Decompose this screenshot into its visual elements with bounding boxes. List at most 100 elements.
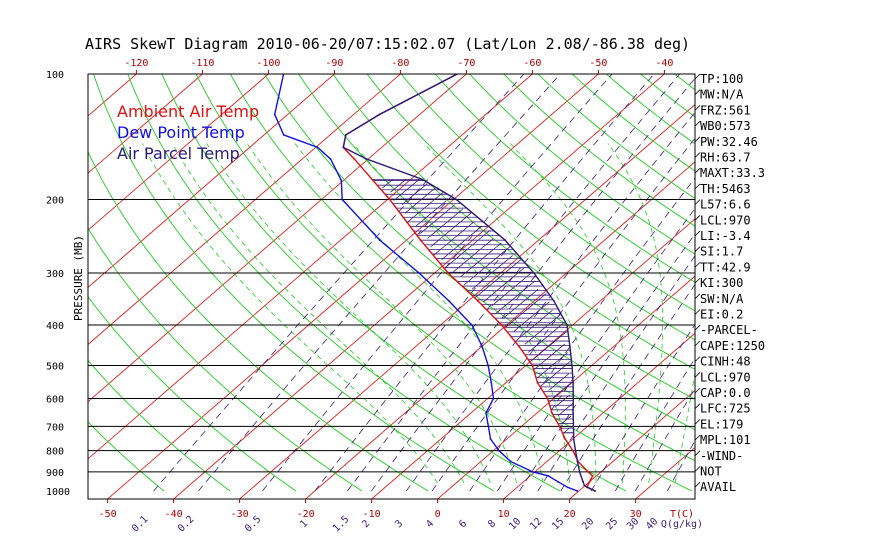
index-item: LCL:970 (700, 370, 751, 384)
index-leader (694, 481, 701, 488)
cape-hatch-vertical (502, 288, 539, 320)
data-point (546, 397, 549, 400)
isotherm-line (239, 104, 695, 499)
index-leader (694, 167, 701, 174)
isotherm-line (88, 74, 335, 288)
dry-adiabat-line (571, 74, 695, 172)
data-point (418, 272, 420, 274)
dry-adiabat-line (777, 74, 870, 491)
cape-hatch-vertical (551, 381, 573, 400)
top-temp-tick: -50 (589, 58, 607, 69)
mixing-ratio-label: 40 (644, 516, 660, 532)
cape-hatch-vertical (513, 301, 550, 332)
index-leader (694, 262, 701, 268)
cape-hatch-vertical (463, 246, 510, 286)
dry-adiabat-line (88, 295, 297, 492)
mixing-ratio-label: 1 (298, 518, 310, 530)
index-leader (694, 246, 701, 252)
y-axis-label: PRESSURE (MB) (72, 235, 85, 321)
data-point (558, 425, 561, 428)
mixing-ratio-line (667, 439, 695, 492)
mixing-ratio-line (198, 74, 561, 492)
moist-adiabat-line (352, 143, 570, 484)
isotherm-line (88, 74, 533, 460)
data-point (344, 134, 347, 136)
index-leader (694, 136, 701, 143)
index-item: MPL:101 (700, 433, 751, 447)
cape-hatch-vertical (534, 343, 565, 370)
index-item: LCL:970 (700, 213, 751, 227)
dry-adiabat-line (469, 74, 695, 255)
cape-hatch-vertical (516, 309, 553, 341)
pressure-tick-label: 500 (46, 361, 64, 372)
cape-hatch-vertical (393, 179, 420, 201)
mixing-ratio-label: 3 (393, 518, 405, 530)
data-point (498, 449, 500, 452)
cape-hatch-vertical (557, 402, 574, 417)
data-point (487, 425, 490, 428)
data-point (500, 324, 503, 326)
pressure-tick-label: 200 (46, 196, 64, 207)
bottom-temp-tick: -40 (165, 509, 183, 520)
mixing-ratio-label: 1.5 (331, 514, 352, 535)
bottom-temp-tick: -20 (297, 509, 315, 520)
data-point (582, 480, 584, 483)
bottom-temp-tick: 10 (498, 509, 510, 520)
cape-hatch-vertical (530, 331, 567, 362)
data-point (568, 345, 571, 348)
dry-adiabat-line (332, 74, 695, 370)
legend-entry: Air Parcel Temp (117, 144, 240, 163)
mixing-ratio-label: 4 (424, 518, 436, 530)
isotherm-line (0, 74, 4, 499)
cape-hatch-vertical (430, 212, 472, 248)
air-parcel-temp-line (342, 74, 596, 492)
data-point (455, 198, 458, 201)
background-grid (0, 74, 870, 499)
data-point (273, 113, 276, 116)
data-point (492, 397, 495, 400)
pressure-tick-label: 100 (46, 70, 64, 81)
index-item: WB0:573 (700, 119, 751, 133)
dry-adiabat-line (229, 74, 695, 462)
dry-adiabat-line (537, 74, 695, 199)
data-point (378, 113, 381, 116)
moist-adiabat-line (171, 143, 465, 484)
index-item: EI:0.2 (700, 308, 743, 322)
data-point (329, 158, 332, 161)
data-point (477, 299, 479, 302)
isotherm-line (371, 218, 695, 499)
index-item: LI:-3.4 (700, 229, 751, 243)
mixing-ratio-line (519, 233, 695, 492)
x-axis-label: T(C) (670, 509, 694, 520)
index-item: PW:32.46 (700, 135, 758, 149)
index-leader (694, 466, 701, 472)
isotherm-line (768, 74, 870, 499)
dew-point-temp-line (273, 74, 578, 492)
bottom-temp-tick: -50 (99, 509, 117, 520)
index-item: FRZ:561 (700, 103, 751, 117)
data-point (557, 480, 559, 483)
index-item: MAXT:33.3 (700, 166, 765, 180)
data-point (564, 438, 566, 440)
mixing-ratio-line (262, 74, 613, 492)
pressure-tick-label: 800 (46, 447, 64, 458)
mixing-ratio-unit-label: Q(g/kg) (661, 519, 703, 530)
cape-hatch-vertical (433, 221, 475, 256)
legend-entry: Ambient Air Temp (117, 102, 259, 121)
axes: 1002003004005006007008009001000PRESSURE … (46, 58, 703, 535)
dry-adiabat-line (88, 150, 429, 492)
index-leader (694, 230, 701, 237)
data-point (591, 474, 594, 477)
moist-adiabat-line (607, 143, 663, 484)
legend-entry: Dew Point Temp (117, 123, 245, 142)
pressure-tick-label: 700 (46, 422, 64, 433)
data-point (566, 486, 569, 489)
index-item: TT:42.9 (700, 260, 751, 274)
index-item: AVAIL (700, 480, 736, 494)
index-leader (694, 120, 701, 127)
data-point (551, 412, 553, 414)
index-item: CAP:0.0 (700, 386, 751, 400)
index-item: SI:1.7 (700, 245, 743, 259)
mixing-ratio-label: 8 (486, 518, 498, 530)
